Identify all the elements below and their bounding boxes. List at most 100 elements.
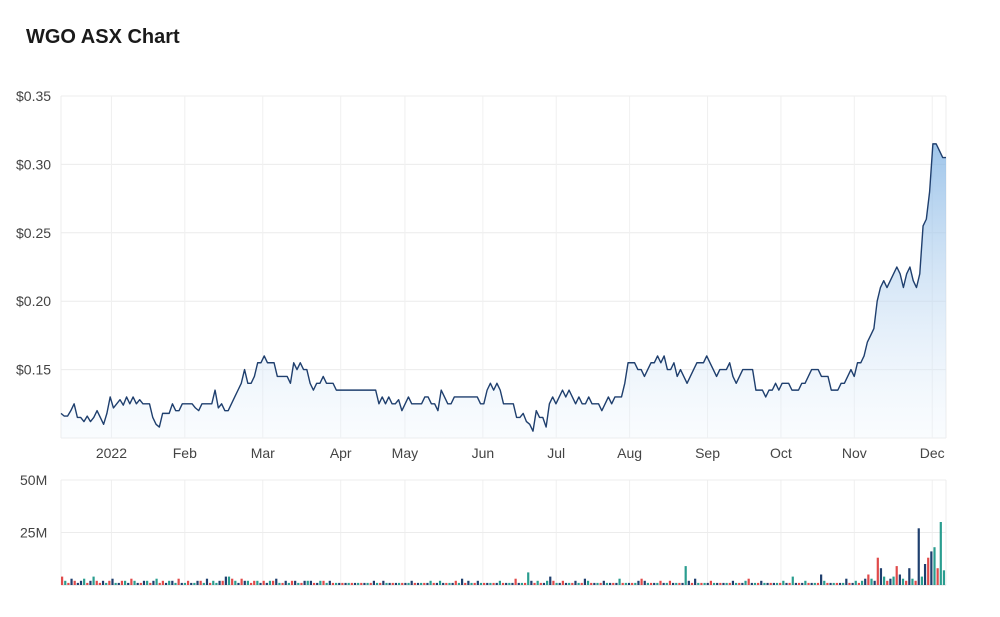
volume-bar xyxy=(92,576,95,585)
volume-bar xyxy=(602,580,605,585)
volume-bar xyxy=(820,574,823,585)
volume-bar xyxy=(766,582,769,585)
volume-bar xyxy=(249,582,253,585)
volume-bar xyxy=(883,576,886,585)
volume-bar xyxy=(656,582,659,585)
volume-bar xyxy=(725,582,728,585)
volume-bar xyxy=(360,582,363,585)
volume-bar xyxy=(294,580,297,585)
volume-bar xyxy=(423,582,426,585)
volume-bar xyxy=(832,582,835,585)
volume-bar xyxy=(495,582,498,585)
volume-bar xyxy=(659,580,662,585)
volume-bar xyxy=(536,580,539,585)
volume-bar xyxy=(243,580,246,585)
volume-bar xyxy=(539,582,542,585)
volume-bar xyxy=(599,582,602,585)
volume-bar xyxy=(306,580,309,585)
volume-bar xyxy=(67,582,70,585)
volume-bar xyxy=(675,582,678,585)
volume-bar xyxy=(782,580,785,585)
x-tick-label: Feb xyxy=(173,445,197,461)
volume-bar xyxy=(706,582,709,585)
volume-bar xyxy=(369,582,372,585)
volume-bar xyxy=(895,566,898,585)
volume-bar xyxy=(287,582,290,585)
volume-bar xyxy=(73,580,76,585)
volume-bar xyxy=(479,582,483,585)
volume-bar xyxy=(709,580,712,585)
volume-y-tick-label: 25M xyxy=(20,525,47,541)
volume-bar xyxy=(826,582,829,585)
volume-bar xyxy=(649,582,653,585)
volume-bar xyxy=(577,582,580,585)
volume-bar xyxy=(215,582,218,585)
volume-bar xyxy=(637,580,640,585)
x-tick-label: Aug xyxy=(617,445,642,461)
volume-bar xyxy=(234,580,237,585)
volume-bar xyxy=(445,582,448,585)
volume-bar xyxy=(130,578,133,585)
volume-bar xyxy=(70,578,73,585)
volume-bar xyxy=(719,582,722,585)
volume-bar xyxy=(262,580,265,585)
volume-bar xyxy=(438,580,442,585)
volume-bar xyxy=(448,582,451,585)
volume-bar xyxy=(275,578,278,585)
volume-bar xyxy=(209,582,212,585)
volume-bar xyxy=(593,582,596,585)
volume-bar xyxy=(127,582,130,585)
volume-bar xyxy=(775,582,779,585)
volume-bar xyxy=(769,582,772,585)
volume-bar xyxy=(901,578,905,585)
volume-bar xyxy=(385,582,388,585)
volume-bar xyxy=(835,582,838,585)
volume-bar xyxy=(114,582,117,585)
volume-bar xyxy=(76,582,79,585)
volume-bar xyxy=(772,582,775,585)
volume-bar xyxy=(697,582,700,585)
volume-bar xyxy=(498,580,501,585)
volume-bar xyxy=(523,582,527,585)
volume-bar xyxy=(854,580,857,585)
volume-bar xyxy=(467,580,470,585)
volume-bar xyxy=(583,578,587,585)
volume-bar xyxy=(546,580,549,585)
volume-bar xyxy=(930,551,933,585)
volume-bar xyxy=(404,582,407,585)
x-tick-label: Nov xyxy=(842,445,867,461)
volume-bar xyxy=(388,582,391,585)
volume-bar xyxy=(514,578,517,585)
volume-bar xyxy=(328,580,331,585)
volume-bar xyxy=(268,580,272,585)
volume-bar xyxy=(473,582,476,585)
volume-bar xyxy=(527,572,530,585)
volume-bar xyxy=(375,582,379,585)
volume-bar xyxy=(86,582,89,585)
volume-bar xyxy=(164,582,168,585)
volume-bar xyxy=(460,578,464,585)
volume-bar xyxy=(590,582,593,585)
volume-bar xyxy=(905,580,908,585)
volume-bar xyxy=(253,580,256,585)
volume-bar xyxy=(558,582,561,585)
volume-bar xyxy=(634,582,637,585)
chart-title: WGO ASX Chart xyxy=(26,26,180,48)
volume-bar xyxy=(561,580,564,585)
volume-bar xyxy=(212,580,215,585)
price-y-tick-label: $0.30 xyxy=(16,156,51,172)
volume-bar xyxy=(256,580,259,585)
volume-bar xyxy=(79,580,83,585)
volume-bar xyxy=(379,582,382,585)
volume-bar xyxy=(278,582,281,585)
volume-bar xyxy=(265,582,268,585)
volume-bar xyxy=(873,580,876,585)
volume-bar xyxy=(605,582,609,585)
volume-bar xyxy=(183,582,187,585)
volume-bar xyxy=(631,582,634,585)
volume-bar xyxy=(879,568,883,585)
volume-bar xyxy=(136,582,139,585)
volume-bar xyxy=(111,578,114,585)
volume-bar xyxy=(857,582,861,585)
volume-y-tick-label: 50M xyxy=(20,472,47,488)
